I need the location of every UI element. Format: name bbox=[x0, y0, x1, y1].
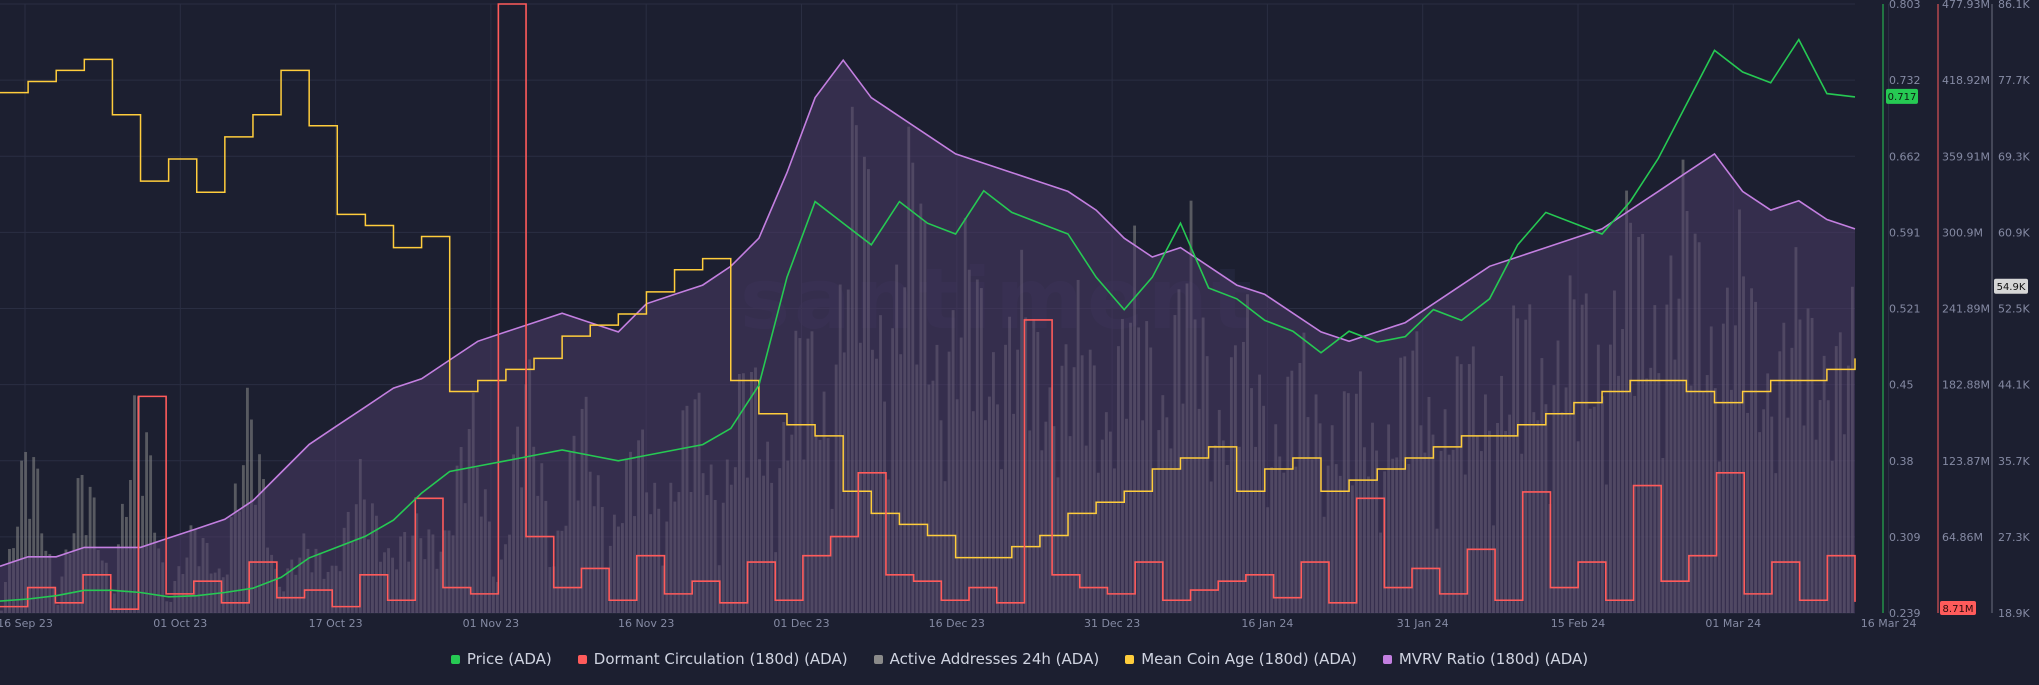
active-tick-label: 86.1K bbox=[1998, 0, 2030, 11]
active-addresses-bar bbox=[80, 474, 84, 613]
active-addresses-bar bbox=[129, 479, 132, 613]
price-tick-label: 0.239 bbox=[1889, 607, 1921, 620]
legend-swatch bbox=[1382, 654, 1392, 664]
dormant-tick-label: 241.89M bbox=[1942, 303, 1990, 316]
legend-label: Dormant Circulation (180d) (ADA) bbox=[593, 650, 848, 668]
active-tick-label: 60.9K bbox=[1998, 226, 2030, 239]
active-addresses-bar bbox=[36, 468, 40, 613]
dormant-circulation-line bbox=[0, 3, 1856, 610]
active-addresses-bar bbox=[76, 478, 80, 613]
active-current-label: 54.9K bbox=[1997, 282, 2026, 293]
legend-item[interactable]: Dormant Circulation (180d) (ADA) bbox=[577, 650, 848, 668]
legend-swatch bbox=[450, 654, 460, 664]
x-tick-label: 01 Oct 23 bbox=[153, 617, 207, 630]
dormant-tick-label: 477.93M bbox=[1942, 0, 1990, 11]
dormant-tick-label: 64.86M bbox=[1942, 531, 1983, 544]
legend-swatch bbox=[873, 654, 883, 664]
active-tick-label: 35.7K bbox=[1998, 455, 2030, 468]
x-tick-label: 01 Nov 23 bbox=[463, 617, 519, 630]
active-addresses-bar bbox=[145, 432, 149, 613]
dormant-tick-label: 418.92M bbox=[1942, 74, 1990, 87]
active-tick-label: 44.1K bbox=[1998, 379, 2030, 392]
dormant-tick-label: 300.9M bbox=[1942, 226, 1983, 239]
active-tick-label: 77.7K bbox=[1998, 74, 2030, 87]
price-current-badge bbox=[1886, 88, 1918, 104]
price-tick-label: 0.521 bbox=[1889, 303, 1921, 316]
active-addresses-bar bbox=[32, 457, 36, 613]
price-tick-label: 0.45 bbox=[1889, 379, 1914, 392]
legend-label: Active Addresses 24h (ADA) bbox=[889, 650, 1100, 668]
x-tick-label: 01 Dec 23 bbox=[773, 617, 829, 630]
price-current-label: 0.717 bbox=[1888, 92, 1917, 103]
x-tick-label: 16 Jan 24 bbox=[1241, 617, 1293, 630]
price-tick-label: 0.803 bbox=[1889, 0, 1921, 11]
price-tick-label: 0.732 bbox=[1889, 74, 1921, 87]
x-tick-label: 31 Dec 23 bbox=[1084, 617, 1140, 630]
x-tick-label: 15 Feb 24 bbox=[1551, 617, 1605, 630]
legend-label: Mean Coin Age (180d) (ADA) bbox=[1141, 650, 1357, 668]
legend-item[interactable]: MVRV Ratio (180d) (ADA) bbox=[1382, 650, 1589, 668]
price-line bbox=[0, 38, 1856, 602]
dormant-tick-label: 182.88M bbox=[1942, 379, 1990, 392]
active-addresses-bar bbox=[245, 387, 249, 613]
price-tick-label: 0.38 bbox=[1889, 455, 1914, 468]
legend-item[interactable]: Price (ADA) bbox=[450, 650, 552, 668]
dormant-tick-label: 359.91M bbox=[1942, 150, 1990, 163]
active-tick-label: 27.3K bbox=[1998, 531, 2030, 544]
active-tick-label: 52.5K bbox=[1998, 303, 2030, 316]
active-addresses-bar bbox=[133, 395, 136, 613]
price-tick-label: 0.591 bbox=[1889, 226, 1921, 239]
legend-swatch bbox=[1125, 654, 1135, 664]
price-tick-label: 0.309 bbox=[1889, 531, 1921, 544]
legend-label: Price (ADA) bbox=[466, 650, 552, 668]
x-tick-label: 31 Jan 24 bbox=[1397, 617, 1449, 630]
price-tick-label: 0.662 bbox=[1889, 150, 1921, 163]
mvrv-line bbox=[0, 58, 1856, 567]
active-addresses-bar bbox=[20, 460, 23, 613]
x-tick-label: 01 Mar 24 bbox=[1705, 617, 1761, 630]
mvrv-area bbox=[0, 60, 1855, 613]
legend-item[interactable]: Mean Coin Age (180d) (ADA) bbox=[1125, 650, 1357, 668]
chart-svg: 16 Sep 23 01 Oct 23 17 Oct 23 01 Nov 23 16 N… bbox=[0, 0, 2030, 630]
active-tick-label: 69.3K bbox=[1998, 150, 2030, 163]
legend: Price (ADA) Dormant Circulation (180d) (A… bbox=[0, 650, 2039, 668]
x-tick-label: 16 Sep 23 bbox=[0, 617, 53, 630]
x-tick-label: 16 Dec 23 bbox=[929, 617, 985, 630]
x-tick-label: 17 Oct 23 bbox=[309, 617, 363, 630]
active-addresses-bar bbox=[149, 455, 153, 613]
dormant-current-badge bbox=[1940, 601, 1976, 615]
active-addresses-bar bbox=[24, 451, 28, 613]
legend-item[interactable]: Active Addresses 24h (ADA) bbox=[873, 650, 1100, 668]
active-current-badge bbox=[1994, 278, 2028, 294]
mean-coin-age-line bbox=[0, 58, 1856, 559]
x-tick-label: 16 Nov 23 bbox=[618, 617, 674, 630]
dormant-tick-label: 123.87M bbox=[1942, 455, 1990, 468]
active-tick-label: 18.9K bbox=[1998, 607, 2030, 620]
legend-swatch bbox=[577, 654, 587, 664]
dormant-current-label: 8.71M bbox=[1943, 604, 1974, 615]
x-tick-label: 16 Mar 24 bbox=[1861, 617, 1917, 630]
legend-label: MVRV Ratio (180d) (ADA) bbox=[1398, 650, 1589, 668]
